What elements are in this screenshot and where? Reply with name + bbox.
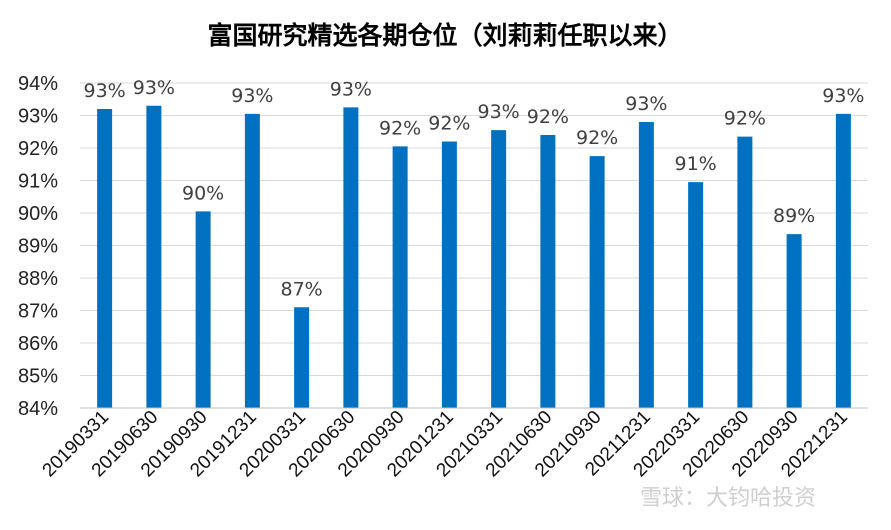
data-label: 91%: [675, 153, 717, 175]
y-tick-label: 92%: [18, 138, 58, 160]
data-label: 92%: [428, 113, 470, 135]
data-labels: 93% 93% 90% 93% 87% 93% 92% 92% 93% 92% 92% 93% 91% 9…: [84, 77, 865, 301]
data-label: 92%: [379, 117, 421, 139]
bar: [638, 122, 654, 408]
y-axis-ticks: 84% 85% 86% 87% 88% 89% 90% 91% 92% 93% 94%: [18, 73, 58, 420]
bar: [441, 141, 457, 408]
data-label: 93%: [822, 85, 864, 107]
bar: [786, 234, 802, 408]
bar: [540, 135, 556, 408]
y-tick-label: 91%: [18, 171, 58, 193]
y-tick-label: 88%: [18, 268, 58, 290]
bar: [688, 182, 704, 408]
data-label: 93%: [84, 80, 126, 102]
bar: [195, 211, 211, 408]
bar: [146, 105, 162, 408]
bar: [392, 146, 408, 408]
data-label: 89%: [773, 205, 815, 227]
bar: [343, 107, 359, 408]
data-label: 93%: [478, 101, 520, 123]
data-label: 90%: [182, 182, 224, 204]
data-label: 87%: [281, 278, 323, 300]
y-tick-label: 90%: [18, 203, 58, 225]
bar: [589, 156, 605, 408]
data-label: 93%: [231, 85, 273, 107]
x-axis-ticks: 2019033120190630201909302019123120200331…: [39, 407, 852, 482]
y-tick-label: 87%: [18, 301, 58, 323]
data-label: 92%: [527, 106, 569, 128]
bars: [97, 105, 851, 408]
y-tick-label: 89%: [18, 236, 58, 258]
data-label: 93%: [625, 93, 667, 115]
bar: [737, 136, 753, 408]
y-tick-label: 84%: [18, 398, 58, 420]
data-label: 93%: [330, 78, 372, 100]
bar: [835, 113, 851, 408]
bar: [294, 307, 310, 408]
y-tick-label: 85%: [18, 366, 58, 388]
chart-title: 富国研究精选各期仓位（刘莉莉任职以来）: [207, 21, 682, 50]
gridlines: [80, 82, 868, 409]
y-tick-label: 93%: [18, 106, 58, 128]
bar: [97, 109, 113, 408]
y-tick-label: 86%: [18, 333, 58, 355]
data-label: 92%: [576, 127, 618, 149]
watermark: 雪球：大钧哈投资: [640, 486, 816, 511]
y-tick-label: 94%: [18, 73, 58, 95]
bar: [491, 130, 507, 408]
data-label: 93%: [133, 77, 175, 99]
bar: [244, 113, 260, 408]
data-label: 92%: [724, 108, 766, 130]
